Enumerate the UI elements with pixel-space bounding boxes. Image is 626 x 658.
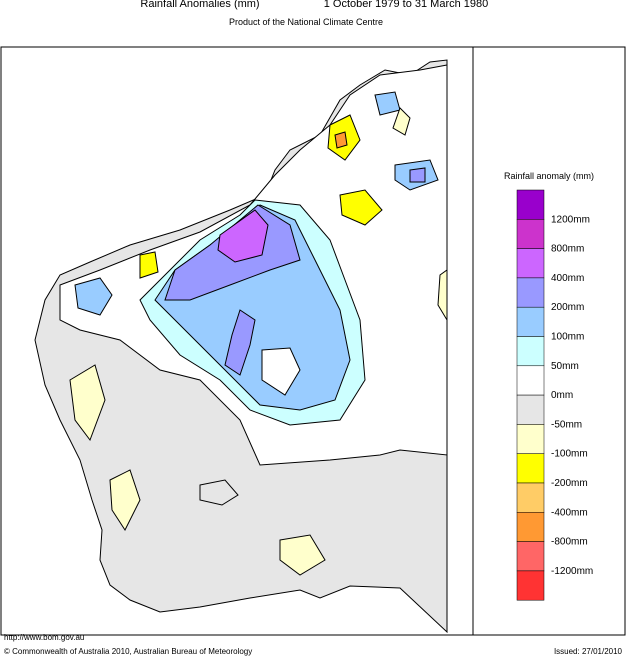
region-n50c [109, 469, 141, 532]
region-0b [261, 347, 301, 396]
legend-swatch [516, 512, 545, 542]
period: 1 October 1979 to 31 March 1980 [324, 0, 489, 10]
legend-swatch [516, 541, 545, 572]
legend-swatch [516, 394, 545, 425]
region-n50d [279, 534, 326, 576]
region-n50e [392, 107, 411, 136]
region-400 [217, 209, 269, 263]
legend-swatch [516, 365, 545, 396]
legend-label: 400mm [551, 273, 584, 284]
region-100b [74, 277, 113, 316]
legend: 1200mm 800mm 400mm 200mm 100mm 50mm 0mm -50mm -1… [516, 189, 593, 601]
region-n100b [339, 189, 383, 226]
legend-swatch [516, 306, 545, 337]
legend-label: -1200mm [551, 566, 593, 577]
legend-swatch [516, 219, 545, 249]
legend-label: -50mm [551, 419, 582, 430]
copyright: © Commonwealth of Australia 2010, Austra… [4, 647, 252, 656]
legend-label: 100mm [551, 332, 584, 343]
region-200c [409, 167, 426, 183]
legend-label: 0mm [551, 390, 573, 401]
legend-swatch [516, 453, 545, 484]
legend-label: -800mm [551, 537, 588, 548]
legend-label: -100mm [551, 449, 588, 460]
legend-label: 800mm [551, 244, 584, 255]
region-200b [224, 309, 256, 376]
subtitle: Product of the National Climate Centre [229, 17, 383, 27]
map [34, 59, 448, 634]
legend-label: -200mm [551, 478, 588, 489]
legend-swatch [516, 248, 545, 279]
legend-label: 200mm [551, 302, 584, 313]
url: http://www.bom.gov.au [4, 633, 84, 642]
region-outline [199, 479, 239, 506]
region-n400 [334, 131, 348, 149]
legend-title: Rainfall anomaly (mm) [504, 171, 594, 181]
region-n50b [69, 364, 106, 442]
legend-swatch [516, 277, 545, 308]
legend-label: 1200mm [551, 214, 590, 225]
legend-swatch [516, 424, 545, 454]
region-n100 [139, 251, 159, 279]
legend-swatch [516, 482, 545, 513]
issued: Issued: 27/01/2010 [554, 647, 623, 656]
title: Rainfall Anomalies (mm) [140, 0, 259, 10]
legend-swatch [516, 336, 545, 367]
legend-swatch [516, 570, 545, 601]
legend-label: 50mm [551, 361, 579, 372]
legend-swatch [516, 189, 545, 220]
legend-label: -400mm [551, 507, 588, 518]
region-n50 [437, 269, 448, 322]
